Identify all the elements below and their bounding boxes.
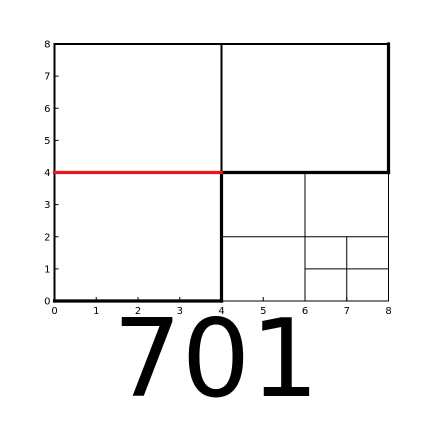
y-tick-label: 2 — [44, 232, 50, 243]
y-tick-label: 6 — [44, 104, 50, 115]
x-tick-label: 1 — [93, 306, 99, 317]
y-tick-label: 1 — [44, 264, 50, 275]
x-tick-label: 2 — [135, 306, 141, 317]
x-tick-label: 4 — [218, 306, 224, 317]
x-tick-label: 6 — [302, 306, 308, 317]
y-tick-label: 4 — [44, 168, 50, 179]
y-tick-label: 7 — [44, 72, 50, 83]
x-tick-label: 0 — [51, 306, 57, 317]
y-tick-label: 8 — [44, 40, 50, 51]
x-tick-label: 7 — [344, 306, 350, 317]
y-tick-label: 5 — [44, 136, 50, 147]
x-tick-label: 5 — [260, 306, 266, 317]
x-tick-label: 8 — [385, 306, 391, 317]
x-tick-label: 3 — [177, 306, 183, 317]
y-tick-label: 0 — [44, 297, 50, 308]
y-tick-label: 3 — [44, 200, 50, 211]
partition-lines — [52, 42, 391, 303]
caption-number: 701 — [112, 297, 320, 422]
